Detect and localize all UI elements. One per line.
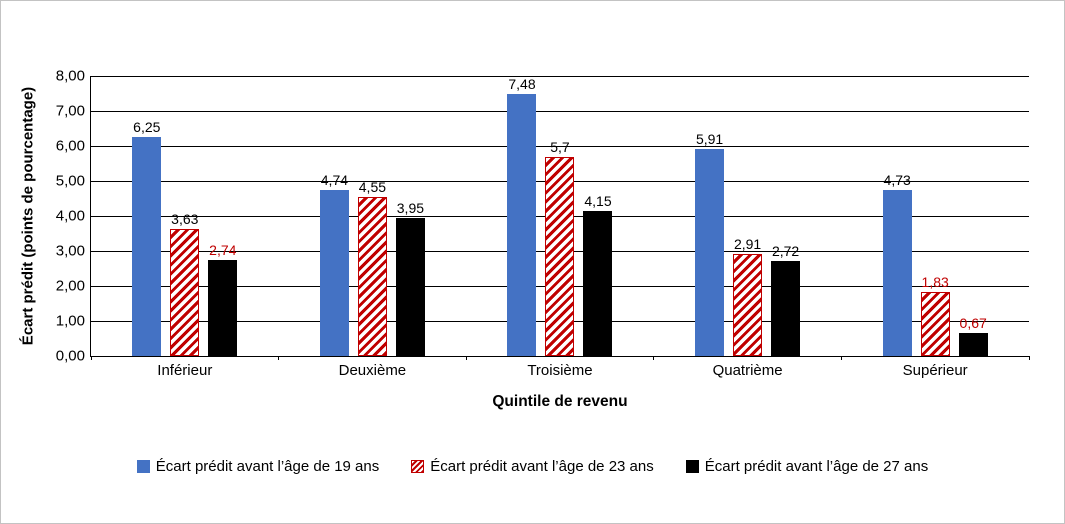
- bar-and-label: 4,55: [357, 178, 387, 356]
- x-axis-title: Quintile de revenu: [492, 393, 628, 410]
- bar-and-label: 7,48: [507, 76, 537, 356]
- x-category-label: Quatrième: [712, 362, 783, 379]
- gridline: [91, 75, 1029, 77]
- bar-and-label: 3,63: [170, 210, 200, 356]
- bar: [583, 210, 613, 356]
- legend-item: Écart prédit avant l’âge de 23 ans: [411, 458, 654, 475]
- bar-groups: 6,25 3,63 2,74 4,74 4,55 3,95 7,48 5,7 4,15 5,91 2…: [91, 76, 1029, 356]
- legend-label: Écart prédit avant l’âge de 23 ans: [430, 458, 654, 475]
- y-tick-label: 0,00: [55, 347, 85, 365]
- y-tick-label: 8,00: [55, 67, 85, 85]
- bar: [545, 156, 575, 356]
- bar-and-label: 6,25: [132, 119, 162, 356]
- x-category-label: Inférieur: [157, 362, 213, 379]
- x-axis-tick: [653, 356, 655, 360]
- y-axis-line: [90, 76, 91, 357]
- x-axis-labels: Inférieur Deuxième Troisième Quatrième Supér…: [91, 362, 1029, 379]
- bar-and-label: 2,91: [733, 236, 763, 356]
- legend-item: Écart prédit avant l’âge de 27 ans: [685, 458, 929, 475]
- legend: Écart prédit avant l’âge de 19 ans Écart …: [1, 458, 1064, 475]
- legend-label: Écart prédit avant l’âge de 19 ans: [155, 458, 380, 475]
- x-axis-tick: [840, 356, 842, 360]
- y-tick-label: 4,00: [55, 207, 85, 225]
- y-tick-label: 3,00: [55, 242, 85, 260]
- bar-group: 4,73 1,83 0,67: [841, 76, 1029, 356]
- y-axis-tick-labels: 0,00 1,00 2,00 3,00 4,00 5,00 6,00 7,00 8,00: [1, 68, 85, 365]
- bar-value-label: 4,74: [320, 172, 349, 189]
- bar-group: 7,48 5,7 4,15: [466, 76, 654, 356]
- legend-swatch: [685, 460, 699, 473]
- gridline: [91, 145, 1029, 147]
- bar: [395, 217, 425, 356]
- legend-swatch: [411, 460, 425, 473]
- bar-value-label: 5,91: [695, 131, 724, 148]
- x-axis-tick: [1028, 356, 1030, 360]
- bar: [958, 332, 988, 356]
- bar: [920, 291, 950, 356]
- bar: [733, 254, 763, 356]
- x-axis-tick: [278, 356, 280, 360]
- bar-value-label: 4,73: [883, 172, 911, 189]
- bar-value-label: 4,15: [584, 192, 612, 209]
- legend-item: Écart prédit avant l’âge de 19 ans: [136, 458, 380, 475]
- y-tick-label: 1,00: [55, 312, 85, 330]
- bar-value-label: 4,55: [358, 178, 387, 195]
- bar-value-label: 3,95: [396, 199, 425, 216]
- bar: [208, 260, 238, 356]
- bar-and-label: 4,73: [882, 172, 912, 356]
- bar-group: 4,74 4,55 3,95: [279, 76, 467, 356]
- bar-and-label: 3,95: [395, 199, 425, 356]
- bar: [695, 149, 725, 356]
- bar-and-label: 5,7: [545, 138, 575, 356]
- bar-and-label: 0,67: [958, 314, 988, 356]
- bar: [357, 196, 387, 356]
- bar-and-label: 2,74: [208, 242, 238, 356]
- y-tick-label: 7,00: [55, 102, 85, 120]
- bar-group: 6,25 3,63 2,74: [91, 76, 279, 356]
- bar-and-label: 2,72: [771, 242, 801, 356]
- x-axis-tick: [465, 356, 467, 360]
- bar-and-label: 4,74: [319, 172, 349, 356]
- gridline: [91, 110, 1029, 112]
- bar-value-label: 7,48: [508, 76, 536, 93]
- bar-and-label: 4,15: [583, 192, 613, 356]
- bar-value-label: 3,63: [171, 210, 199, 227]
- legend-label: Écart prédit avant l’âge de 27 ans: [704, 458, 929, 475]
- legend-swatch: [136, 460, 150, 473]
- bar-value-label: 0,67: [959, 314, 987, 331]
- x-category-label: Deuxième: [338, 362, 407, 379]
- bar-and-label: 1,83: [920, 273, 950, 356]
- bar-value-label: 2,74: [209, 242, 237, 259]
- plot-area: 6,25 3,63 2,74 4,74 4,55 3,95 7,48 5,7 4,15 5,91 2…: [90, 75, 1030, 360]
- y-tick-label: 2,00: [55, 277, 85, 295]
- bar: [170, 228, 200, 356]
- bar-value-label: 6,25: [133, 119, 161, 136]
- bar-value-label: 5,7: [550, 138, 570, 155]
- y-tick-label: 5,00: [55, 172, 85, 190]
- x-category-label: Supérieur: [902, 362, 968, 379]
- bar-group: 5,91 2,91 2,72: [654, 76, 842, 356]
- x-category-label: Troisième: [527, 362, 593, 379]
- bar-value-label: 1,83: [921, 273, 949, 290]
- bar: [319, 190, 349, 356]
- bar: [132, 137, 162, 356]
- bar-value-label: 2,91: [733, 236, 762, 253]
- x-axis-line: [90, 356, 1030, 357]
- bar: [771, 260, 801, 356]
- bar: [882, 190, 912, 356]
- bar-value-label: 2,72: [771, 242, 800, 259]
- bar: [507, 94, 537, 356]
- y-tick-label: 6,00: [55, 137, 85, 155]
- bar-and-label: 5,91: [695, 131, 725, 356]
- x-axis-tick: [90, 356, 92, 360]
